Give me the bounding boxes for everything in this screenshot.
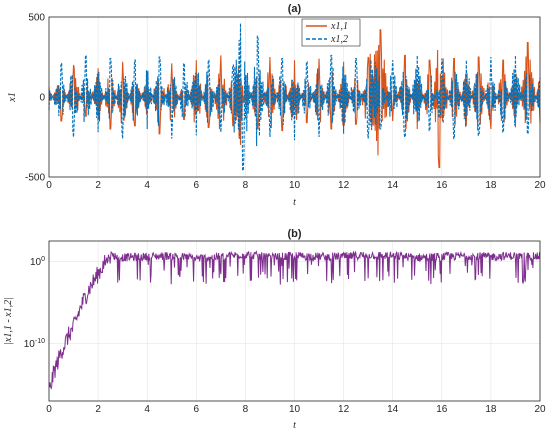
panel-b: 0 2 4 6 8 10 12 14 16 18 20 100 10-10 (b) t |x1,1 - …: [3, 228, 546, 431]
panel-a-xtick-label: 2: [95, 180, 101, 191]
panel-a-ytick-label: -500: [25, 173, 45, 184]
panel-a-xtick-label: 10: [289, 180, 301, 191]
panel-a-ylabel: x1: [7, 92, 18, 102]
panel-b-ytick-label: 10-10: [24, 338, 45, 350]
legend-box: [301, 18, 361, 47]
legend-label-series-1: x1,1: [330, 21, 348, 32]
panel-b-title: (b): [287, 228, 301, 240]
panel-b-series-line: [48, 250, 541, 390]
panel-b-axes-box: [48, 240, 541, 402]
panel-a-legend: x1,1 x1,2: [301, 18, 361, 47]
panel-a-axes-box: [48, 16, 541, 178]
panel-a-xlabel: t: [293, 197, 296, 208]
panel-b-xtick-label: 12: [338, 404, 350, 415]
panel-b-xtick-label: 20: [534, 404, 546, 415]
legend-label-series-2: x1,2: [330, 34, 348, 45]
panel-b-xlabel: t: [293, 420, 296, 431]
panel-b-xtick-label: 16: [436, 404, 448, 415]
panel-b-xtick-label: 8: [243, 404, 249, 415]
panel-b-series: [48, 250, 541, 390]
panel-b-xtick-label: 2: [95, 404, 101, 415]
panel-a-ytick-label: 0: [39, 93, 45, 104]
panel-b-xtick-label: 10: [289, 404, 301, 415]
panel-a-xtick-label: 14: [387, 180, 399, 191]
panel-b-xtick-label: 18: [485, 404, 497, 415]
panel-a-xtick-label: 4: [144, 180, 150, 191]
panel-b-xtick-label: 0: [46, 404, 52, 415]
panel-a-xtick-label: 8: [243, 180, 249, 191]
panel-a-series: [48, 23, 541, 172]
panel-a-series-2-line: [48, 23, 541, 172]
panel-b-ytick-label: 100: [30, 256, 45, 268]
panel-a-xtick-label: 18: [485, 180, 497, 191]
panel-a-xtick-label: 20: [534, 180, 546, 191]
panel-b-xtick-label: 6: [194, 404, 200, 415]
panel-a-title: (a): [288, 3, 302, 15]
panel-a-ytick-label: 500: [28, 13, 45, 24]
panel-a-xtick-label: 6: [194, 180, 200, 191]
panel-b-xtick-label: 4: [144, 404, 150, 415]
panel-b-ylabel: |x1,1 - x1,2|: [3, 297, 14, 345]
panel-a-xtick-label: 16: [436, 180, 448, 191]
panel-b-xtick-label: 14: [387, 404, 399, 415]
panel-b-ticks: 0 2 4 6 8 10 12 14 16 18 20 100 10-10: [24, 256, 546, 415]
panel-a-xtick-label: 0: [46, 180, 52, 191]
panel-a-xtick-label: 12: [338, 180, 350, 191]
